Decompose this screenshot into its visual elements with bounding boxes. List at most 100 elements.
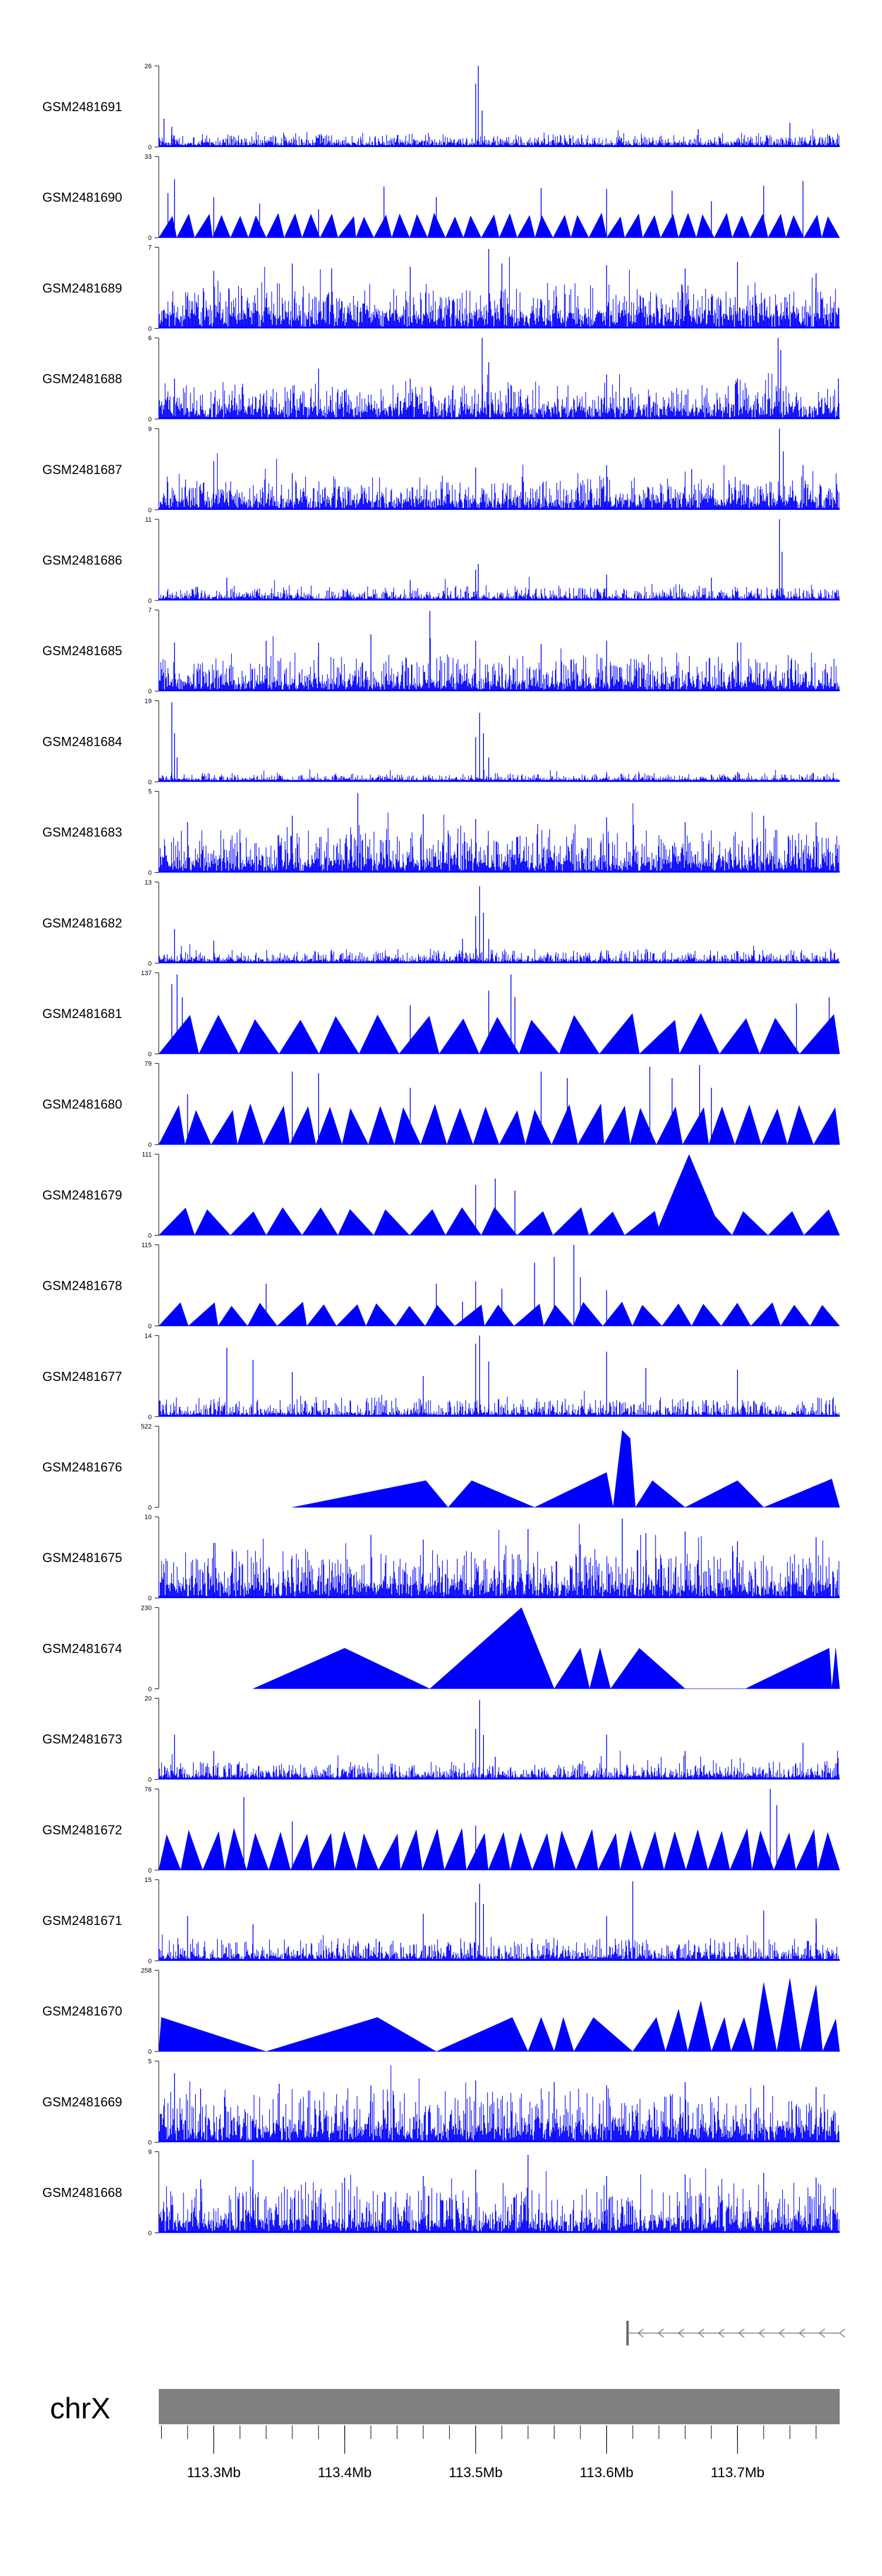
data-track: GSM2481673 20 0	[42, 1696, 840, 1784]
y-max-label: 7	[148, 244, 152, 251]
y-max-label: 76	[145, 1786, 152, 1793]
signal-area	[158, 1827, 840, 1871]
y-min-label: 0	[148, 870, 152, 877]
axis-tick-label: 113.5Mb	[449, 2465, 503, 2481]
signal-bars	[158, 1750, 840, 1780]
baseline	[159, 780, 840, 782]
strand-arrow	[697, 2328, 704, 2338]
data-track: GSM2481668 9 0	[42, 2149, 840, 2237]
signal-bars	[158, 373, 840, 419]
signal-area	[158, 1978, 840, 2053]
y-min-label: 0	[148, 1867, 152, 1874]
data-track: GSM2481670 258 0	[42, 1967, 840, 2056]
baseline	[159, 2231, 840, 2233]
data-track: GSM2481678 115 0	[42, 1242, 840, 1330]
data-track: GSM2481683 5 0	[42, 789, 840, 877]
track-label: GSM2481682	[42, 916, 122, 930]
y-min-label: 0	[148, 1142, 152, 1149]
baseline	[159, 1596, 840, 1599]
track-label: GSM2481671	[42, 1913, 122, 1928]
signal-bars	[158, 636, 840, 692]
baseline	[159, 961, 840, 963]
baseline	[159, 508, 840, 510]
y-max-label: 26	[145, 63, 152, 70]
data-track: GSM2481689 7 0	[42, 244, 840, 332]
y-max-label: 6	[148, 335, 152, 342]
signal-area	[292, 1430, 840, 1508]
track-label: GSM2481686	[42, 553, 122, 568]
axis-tick-label: 113.3Mb	[187, 2465, 241, 2481]
baseline	[159, 599, 840, 600]
track-label: GSM2481683	[42, 825, 122, 840]
track-label: GSM2481690	[42, 190, 122, 205]
track-label: GSM2481677	[42, 1369, 122, 1384]
strand-arrow	[818, 2328, 826, 2338]
data-track: GSM2481691 26 0	[42, 63, 840, 151]
y-max-label: 7	[148, 607, 152, 614]
y-min-label: 0	[148, 235, 152, 242]
y-min-label: 0	[148, 1232, 152, 1239]
strand-arrow	[758, 2328, 765, 2338]
y-max-label: 10	[145, 1514, 152, 1521]
track-label: GSM2481680	[42, 1097, 122, 1112]
track-label: GSM2481691	[42, 99, 122, 114]
genome-axis: 113.3Mb 113.4Mb 113.5Mb 113.6Mb 113.7Mb	[161, 2425, 817, 2481]
y-max-label: 5	[148, 2058, 152, 2065]
y-min-label: 0	[148, 325, 152, 332]
data-track: GSM2481684 19 0	[42, 698, 840, 786]
axis-tick-label: 113.4Mb	[318, 2465, 372, 2481]
track-label: GSM2481689	[42, 281, 122, 295]
strand-arrow	[718, 2328, 724, 2338]
track-label: GSM2481688	[42, 372, 122, 386]
y-max-label: 111	[142, 1151, 152, 1158]
strand-arrow	[799, 2328, 805, 2338]
y-max-label: 15	[145, 1877, 152, 1884]
y-min-label: 0	[148, 507, 152, 514]
baseline	[159, 1777, 840, 1780]
baseline	[159, 870, 840, 873]
y-min-label: 0	[148, 2048, 152, 2056]
baseline	[159, 1959, 840, 1961]
y-min-label: 0	[148, 2139, 152, 2146]
data-track: GSM2481669 5 0	[42, 2058, 840, 2146]
baseline	[159, 689, 840, 692]
signal-bars	[158, 2065, 840, 2143]
ideogram-track: chrX	[50, 2389, 840, 2425]
track-label: GSM2481679	[42, 1187, 122, 1202]
data-track: GSM2481676 522 0	[42, 1423, 840, 1511]
y-max-label: 115	[141, 1242, 152, 1249]
data-track: GSM2481682 13 0	[42, 879, 840, 967]
baseline	[159, 417, 840, 419]
signal-area	[158, 212, 840, 238]
signal-bars	[158, 944, 840, 963]
y-max-label: 79	[145, 1060, 152, 1067]
track-label: GSM2481674	[42, 1641, 122, 1656]
data-track: GSM2481686 11 0	[42, 516, 840, 605]
chromosome-band	[159, 2389, 840, 2424]
track-panel: GSM2481691260GSM2481690330GSM248168970GS…	[42, 63, 840, 2237]
y-min-label: 0	[148, 416, 152, 423]
signal-peak	[655, 1154, 723, 1236]
track-label: GSM2481685	[42, 643, 122, 658]
data-track: GSM2481675 10 0	[42, 1514, 840, 1602]
signal-bars	[158, 129, 840, 147]
signal-bars	[158, 453, 840, 510]
strand-arrow	[657, 2328, 664, 2338]
data-track: GSM2481690 33 0	[42, 154, 840, 242]
axis-tick-label: 113.6Mb	[580, 2465, 634, 2481]
y-max-label: 20	[145, 1696, 152, 1703]
signal-area	[158, 1103, 840, 1145]
y-min-label: 0	[148, 960, 152, 967]
baseline	[159, 326, 840, 329]
track-label: GSM2481684	[42, 734, 122, 749]
y-max-label: 19	[145, 698, 152, 705]
data-track: GSM2481674 230 0	[42, 1604, 840, 1693]
track-label: GSM2481672	[42, 1823, 122, 1837]
track-label: GSM2481669	[42, 2094, 122, 2109]
signal-area	[158, 1302, 840, 1326]
data-track: GSM2481672 76 0	[42, 1786, 840, 1874]
data-track: GSM2481671 15 0	[42, 1877, 840, 1965]
y-min-label: 0	[148, 1686, 152, 1693]
axis-tick-label: 113.7Mb	[710, 2465, 764, 2481]
y-min-label: 0	[148, 1777, 152, 1784]
